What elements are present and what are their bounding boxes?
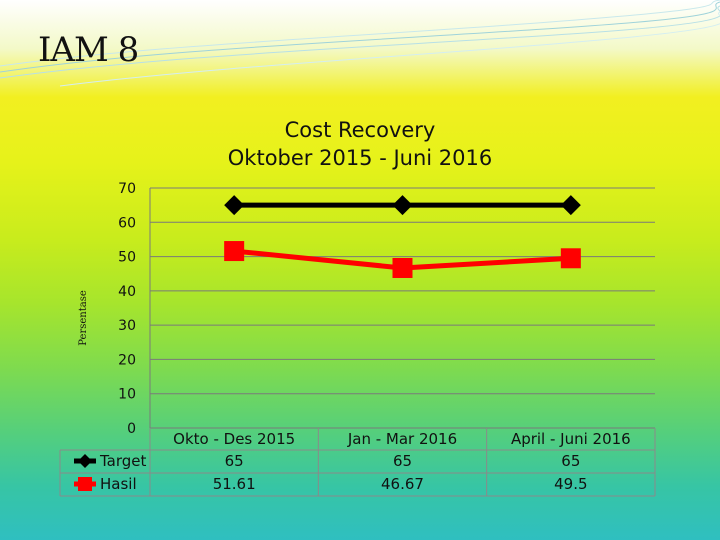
data-point-hasil [560, 248, 581, 269]
legend-label: Target [99, 452, 147, 470]
y-axis-label: Persentase [78, 290, 89, 346]
y-tick-label: 60 [118, 215, 136, 231]
y-tick-label: 50 [118, 250, 136, 266]
table-value: 49.5 [554, 475, 587, 493]
x-tick-label: Jan - Mar 2016 [347, 430, 457, 448]
data-point-target [392, 195, 413, 216]
data-point-target [560, 195, 581, 216]
y-tick-label: 0 [127, 421, 136, 437]
legend-label: Hasil [100, 475, 137, 493]
chart-title: Cost Recovery [284, 118, 436, 142]
y-tick-label: 70 [118, 181, 136, 197]
table-value: 51.61 [213, 475, 256, 493]
table-value: 65 [561, 452, 580, 470]
slide-title: IAM 8 [38, 30, 139, 70]
x-tick-label: Okto - Des 2015 [173, 430, 295, 448]
chart-title-block: Cost Recovery Oktober 2015 - Juni 2016 [160, 116, 560, 172]
chart-subtitle: Oktober 2015 - Juni 2016 [227, 146, 493, 170]
data-point-hasil [224, 241, 245, 262]
x-tick-label: April - Juni 2016 [511, 430, 631, 448]
data-point-hasil [392, 257, 413, 278]
data-point-target [224, 195, 245, 216]
table-value: 65 [393, 452, 412, 470]
y-tick-label: 20 [118, 352, 136, 368]
legend-key-marker [78, 477, 92, 491]
wave-decoration [0, 0, 720, 87]
table-value: 65 [225, 452, 244, 470]
y-tick-label: 40 [118, 284, 136, 300]
y-tick-label: 10 [118, 387, 136, 403]
y-tick-label: 30 [118, 318, 136, 334]
table-value: 46.67 [381, 475, 424, 493]
legend-key-marker [78, 454, 92, 468]
